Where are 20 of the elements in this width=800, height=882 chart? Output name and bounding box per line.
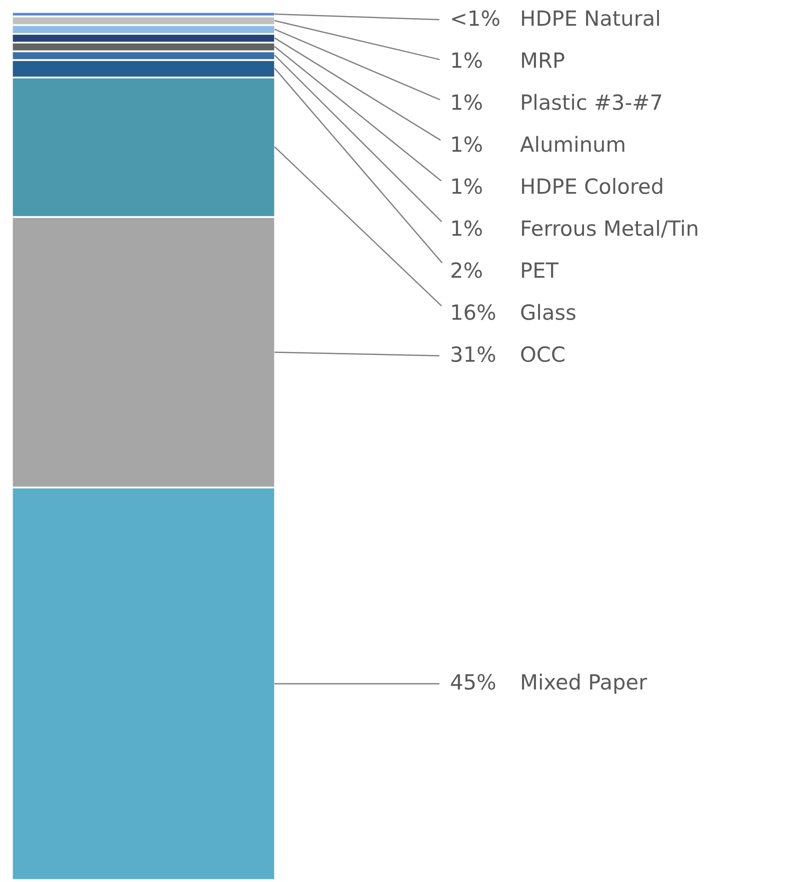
text: Glass: [521, 304, 576, 320]
text: PET: [522, 262, 559, 278]
data-label: 1%: [452, 220, 482, 236]
text: Mixed Paper: [522, 674, 648, 694]
text: MRP: [522, 52, 564, 68]
data-label: 1%: [452, 94, 482, 110]
text: Ferrous Metal/Tin: [522, 220, 698, 238]
data-label: 16%: [452, 304, 496, 320]
data-label: 1%: [452, 136, 482, 152]
data-label: 2%: [452, 262, 482, 278]
text: HDPE Natural: [522, 10, 659, 26]
data-label: <1%: [452, 10, 500, 26]
data-label: 1%: [452, 52, 482, 68]
text: Aluminum: [520, 136, 624, 152]
data-label: 31%: [452, 346, 496, 362]
text: HDPE Colored: [522, 178, 662, 194]
text: OCC: [521, 346, 564, 362]
text: Plastic #3-#7: [522, 94, 662, 110]
data-label: 1%: [452, 178, 482, 194]
data-label: 45%: [451, 674, 496, 690]
